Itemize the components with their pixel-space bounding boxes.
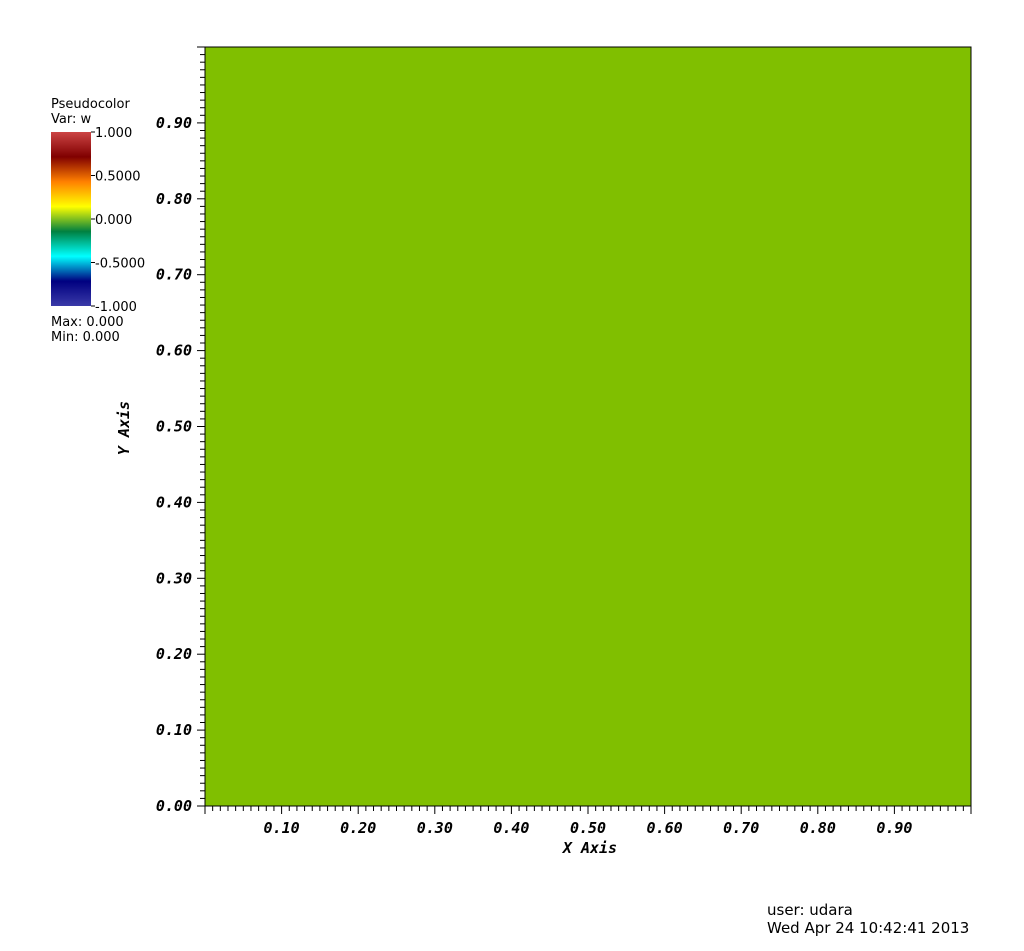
y-tick-label: 0.40 [156,493,192,511]
legend-tick-label: 1.000 [95,126,132,141]
x-tick-label: 0.60 [647,819,683,837]
footer-user: user: udara [767,901,853,919]
y-tick-label: 0.00 [156,797,192,815]
x-tick-label: 0.40 [493,819,529,837]
y-tick-label: 0.90 [156,114,192,132]
y-tick-label: 0.70 [156,266,192,284]
legend-plot-type: Pseudocolor [51,97,130,112]
x-axis-title: X Axis [561,839,617,857]
pseudocolor-field [204,46,972,807]
x-tick-label: 0.90 [876,819,912,837]
x-tick-label: 0.20 [340,819,376,837]
y-tick-label: 0.80 [156,190,192,208]
x-tick-label: 0.30 [417,819,453,837]
footer-timestamp: Wed Apr 24 10:42:41 2013 [767,919,970,937]
x-tick-label: 0.70 [723,819,759,837]
legend-variable: Var: w [51,112,92,127]
y-axis-title: Y Axis [115,401,133,455]
legend-tick-label: -1.000 [95,300,137,315]
y-tick-label: 0.60 [156,342,192,360]
y-tick-label: 0.30 [156,569,192,587]
y-tick-label: 0.20 [156,645,192,663]
y-tick-label: 0.50 [156,418,192,436]
legend-tick-label: 0.000 [95,213,132,228]
legend-color-bar [51,132,91,306]
legend-tick-label: -0.5000 [95,257,145,272]
y-axis-ticks: 0.00 0.10 0.20 0.30 0.40 0.50 0.60 0.70 0.80 0.90 [156,46,205,815]
legend-max: Max: 0.000 [51,315,124,330]
x-axis-ticks: 0.10 0.20 0.30 0.40 0.50 0.60 0.70 0.80 0.90 [204,806,972,837]
legend-min: Min: 0.000 [51,330,120,345]
x-tick-label: 0.10 [264,819,300,837]
y-tick-label: 0.10 [156,721,192,739]
x-tick-label: 0.50 [570,819,606,837]
x-tick-label: 0.80 [800,819,836,837]
legend-tick-label: 0.5000 [95,170,141,185]
legend-colorbar: 1.000 0.5000 0.000 -0.5000 -1.000 [51,126,145,315]
plot-area [204,46,972,807]
